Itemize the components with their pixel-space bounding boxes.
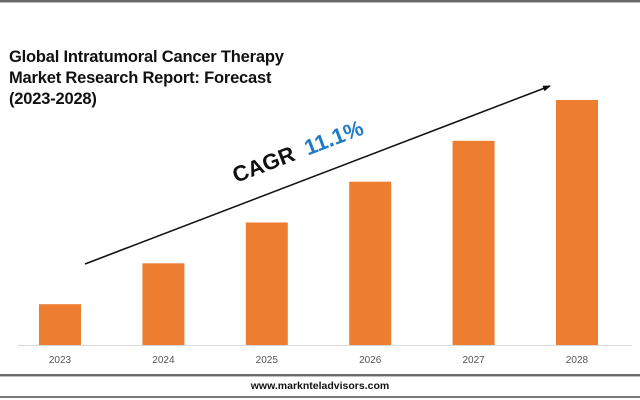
bar-2023 [39, 304, 81, 345]
footer-border [0, 374, 640, 376]
footer-border-highlight [0, 376, 640, 377]
cagr-annotation: CAGR 11.1% [229, 115, 367, 188]
website-link[interactable]: www.marknteladvisors.com [250, 380, 390, 392]
x-tick-label-2025: 2025 [256, 355, 279, 366]
bar-2027 [452, 140, 495, 345]
x-tick-labels: 2023 2024 2025 2026 2027 2028 [49, 355, 589, 366]
chart-title: Global Intratumoral Cancer Therapy Marke… [9, 47, 309, 110]
bottom-border [0, 396, 640, 398]
bars-group [39, 100, 598, 345]
x-tick-label-2028: 2028 [566, 355, 589, 366]
bar-2025 [245, 222, 288, 345]
title-line-1: Global Intratumoral Cancer Therapy [9, 48, 284, 66]
cagr-value: 11.1% [301, 115, 367, 160]
cagr-label: CAGR [229, 141, 299, 188]
bar-2024 [142, 263, 185, 345]
title-line-2: Market Research Report: Forecast [9, 69, 272, 87]
x-tick-label-2023: 2023 [49, 355, 72, 366]
x-tick-label-2024: 2024 [152, 355, 175, 366]
bar-2026 [349, 181, 392, 345]
top-border-highlight [0, 2, 640, 3]
title-line-3: (2023-2028) [9, 90, 97, 108]
x-tick-label-2026: 2026 [359, 355, 382, 366]
growth-arrow [84, 85, 551, 265]
bar-2028 [556, 100, 598, 345]
top-border [0, 0, 640, 2]
bar-chart: 2023 2024 2025 2026 2027 2028 CAGR 11.1% [18, 85, 632, 366]
x-tick-label-2027: 2027 [462, 355, 485, 366]
